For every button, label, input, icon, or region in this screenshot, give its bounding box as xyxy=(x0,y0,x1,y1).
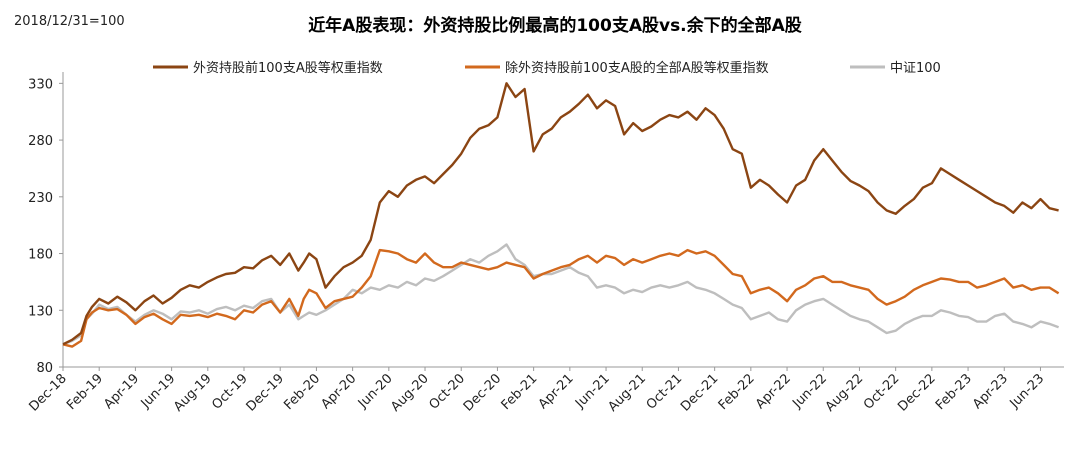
x-tick-label: Oct-22 xyxy=(861,371,903,413)
x-tick-label: Aug-21 xyxy=(605,371,649,415)
x-tick-label: Dec-18 xyxy=(26,371,69,414)
x-tick-label: Feb-19 xyxy=(64,371,106,413)
x-tick-label: Apr-22 xyxy=(753,371,794,412)
series-line-rest-of-a-shares xyxy=(62,248,1060,348)
y-tick-label: 280 xyxy=(28,134,53,149)
legend-label-rest-of-a-shares: 除外资持股前100支A股的全部A股等权重指数 xyxy=(505,60,769,76)
x-tick-label: Aug-19 xyxy=(171,371,215,415)
x-tick-label: Oct-19 xyxy=(209,371,251,413)
legend-label-csi100: 中证100 xyxy=(890,61,941,76)
x-tick-label: Dec-22 xyxy=(895,371,938,414)
base-note: 2018/12/31=100 xyxy=(14,14,125,29)
legend: 外资持股前100支A股等权重指数 除外资持股前100支A股的全部A股等权重指数 … xyxy=(153,60,941,76)
x-tick-label: Apr-19 xyxy=(101,371,142,412)
x-tick-label: Apr-23 xyxy=(970,371,1011,412)
y-tick-label: 130 xyxy=(28,304,53,319)
series-line-foreign-top100 xyxy=(62,82,1059,346)
y-tick-label: 230 xyxy=(28,191,53,206)
x-tick-label: Dec-19 xyxy=(244,371,287,414)
x-tick-label: Oct-20 xyxy=(427,371,469,413)
x-tick-label: Dec-21 xyxy=(678,371,721,414)
x-tick-label: Aug-20 xyxy=(388,371,432,415)
x-tick-label: Jun-23 xyxy=(1007,371,1048,412)
y-axis: 80 130 180 230 280 330 xyxy=(28,72,64,376)
x-tick-label: Aug-22 xyxy=(823,371,867,415)
y-tick-label: 180 xyxy=(28,248,53,263)
x-axis: Dec-18Feb-19Apr-19Jun-19Aug-19Oct-19Dec-… xyxy=(26,366,1064,415)
x-tick-label: Oct-21 xyxy=(644,371,686,413)
legend-label-foreign-top100: 外资持股前100支A股等权重指数 xyxy=(193,60,383,76)
series-layer xyxy=(62,82,1060,348)
x-tick-label: Dec-20 xyxy=(461,371,504,414)
x-tick-label: Apr-21 xyxy=(536,371,577,412)
x-tick-label: Feb-21 xyxy=(499,371,541,413)
x-tick-label: Apr-20 xyxy=(319,371,360,412)
y-tick-label: 80 xyxy=(36,361,53,376)
x-tick-label: Feb-22 xyxy=(716,371,758,413)
x-tick-label: Feb-23 xyxy=(933,371,975,413)
x-tick-label: Feb-20 xyxy=(281,371,323,413)
y-tick-label: 330 xyxy=(28,77,53,92)
series-line-csi100 xyxy=(62,243,1060,346)
chart-title: 近年A股表现：外资持股比例最高的100支A股vs.余下的全部A股 xyxy=(308,15,802,36)
